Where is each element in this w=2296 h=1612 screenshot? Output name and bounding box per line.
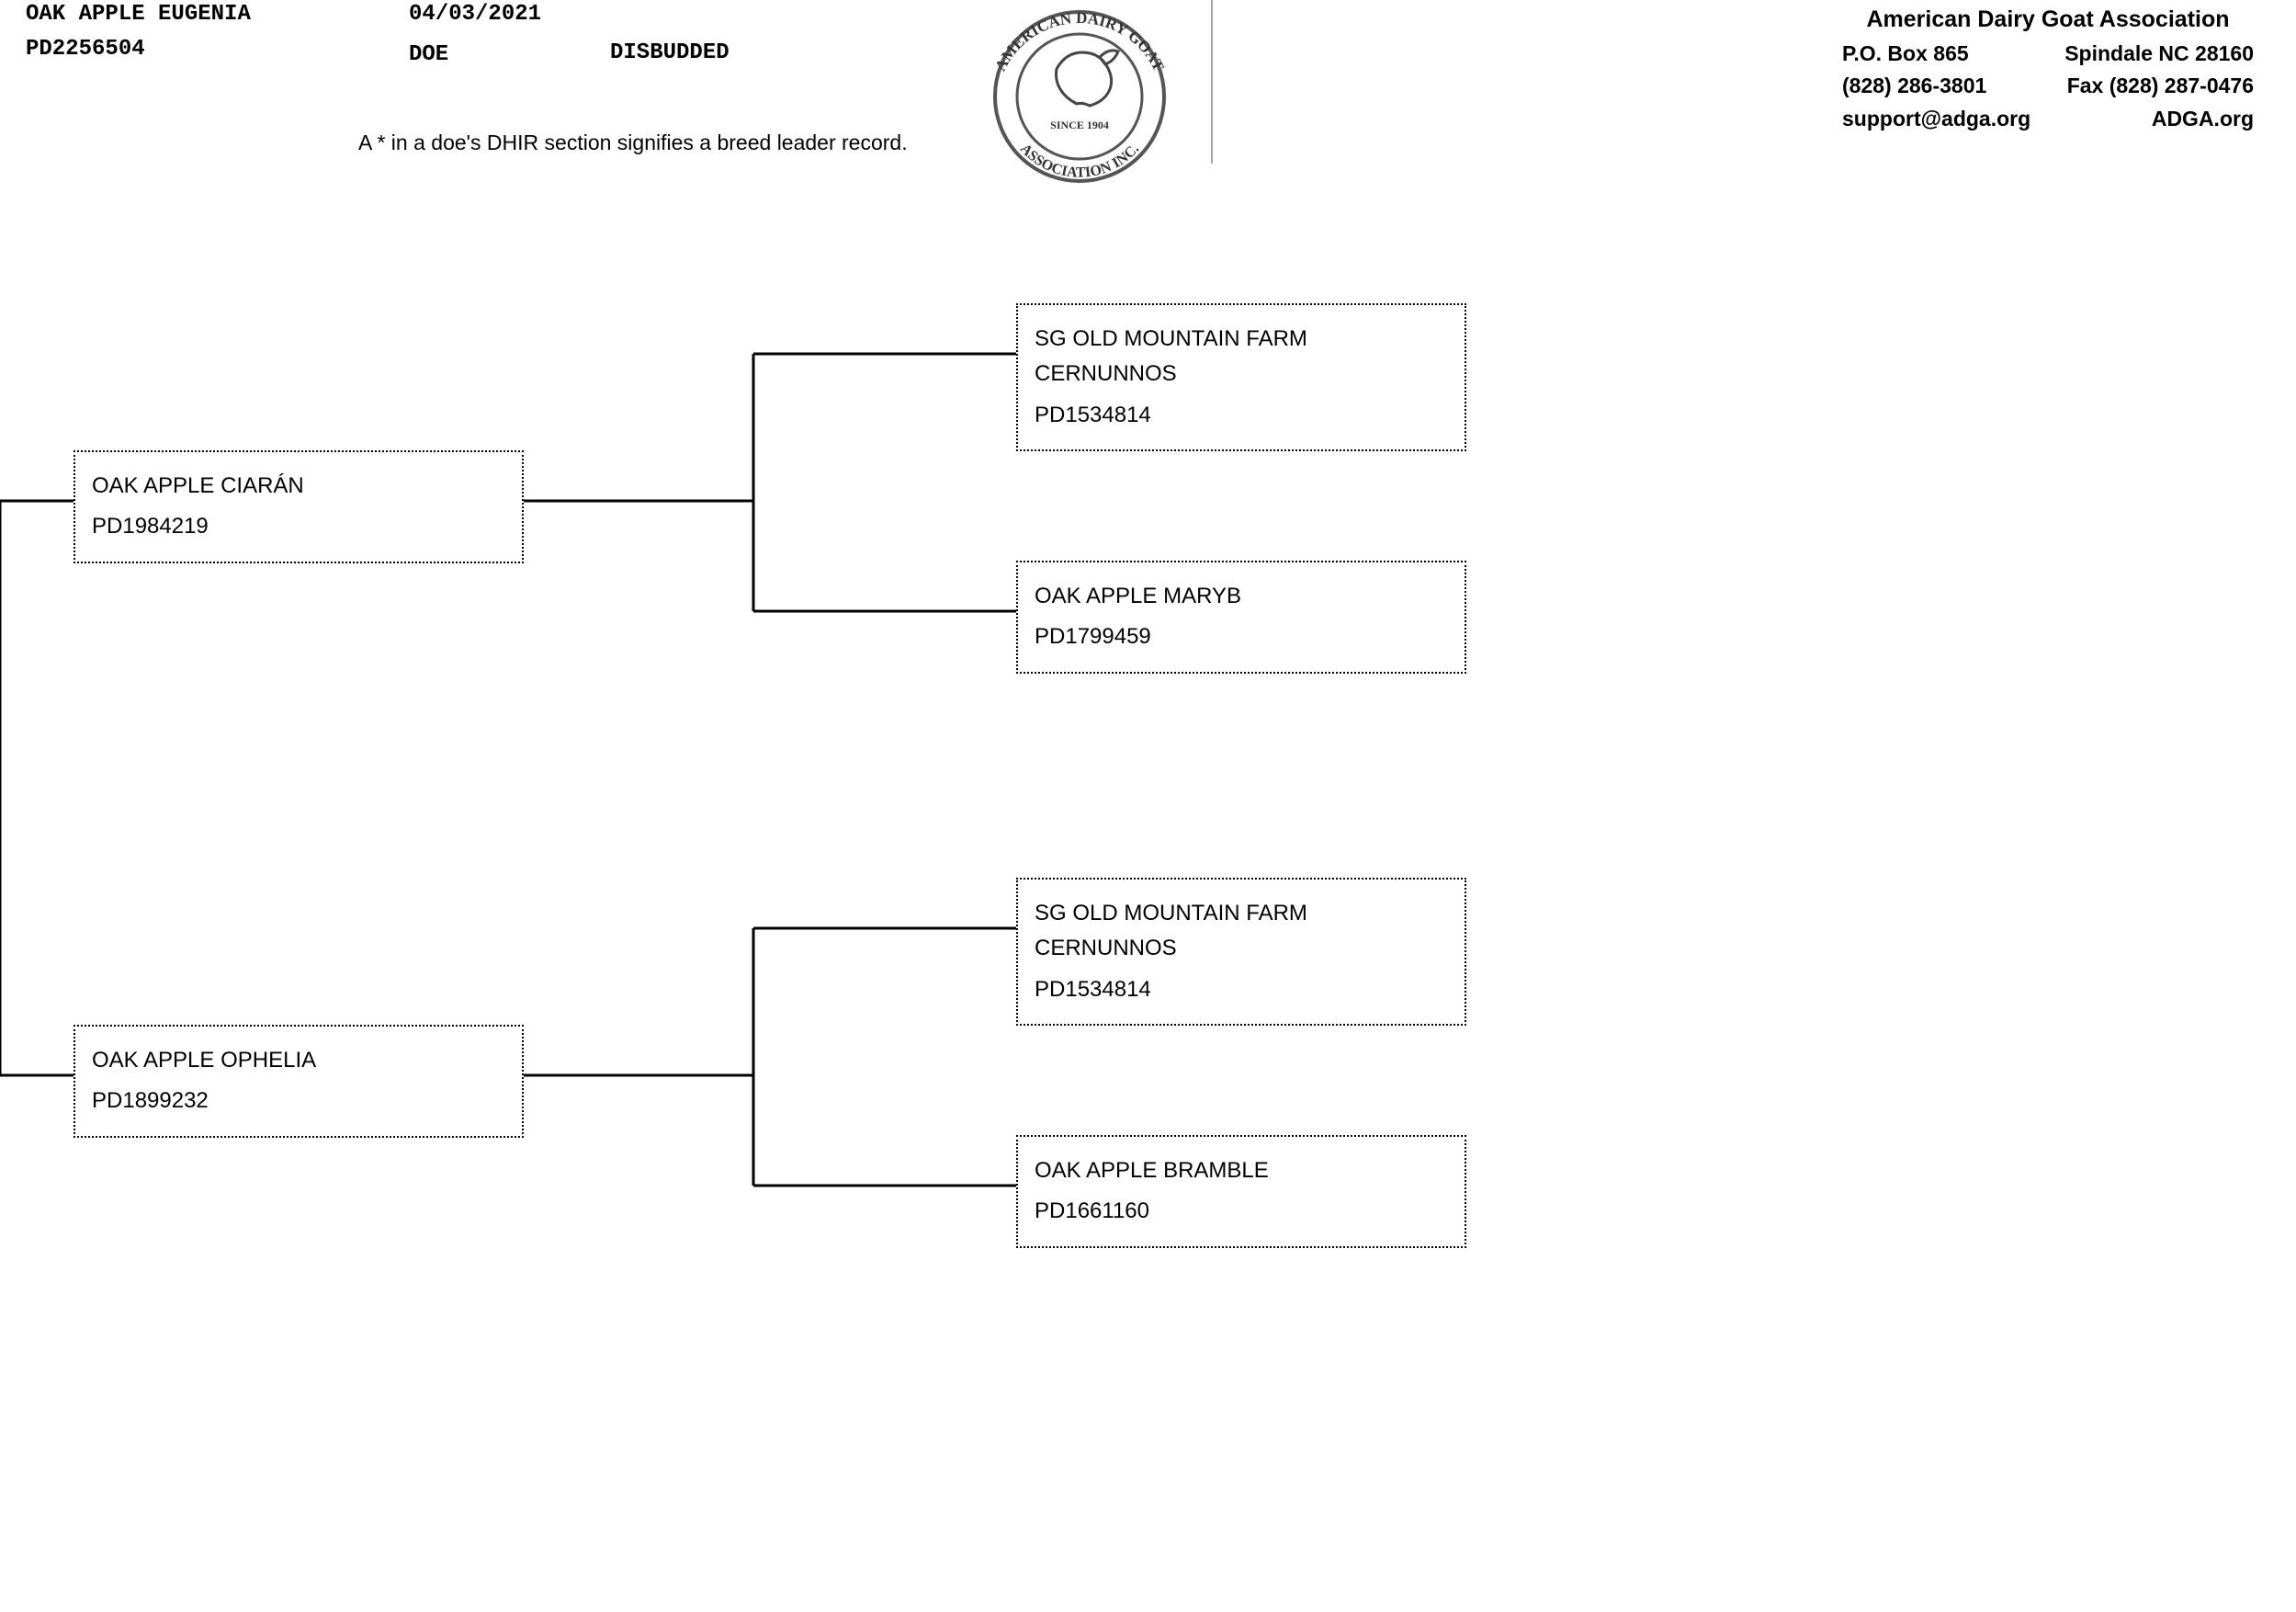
pedigree-node-id: PD1534814 <box>1035 398 1448 433</box>
pedigree-node-id: PD1534814 <box>1035 972 1448 1007</box>
pedigree-node-name: OAK APPLE CIARÁN <box>92 469 505 504</box>
org-phone: (828) 286-3801 <box>1842 70 1986 103</box>
pedigree-node-id: PD1899232 <box>92 1084 505 1118</box>
pedigree-node-gen2: OAK APPLE MARYB PD1799459 <box>1016 561 1466 674</box>
org-fax: Fax (828) 287-0476 <box>2067 70 2254 103</box>
pedigree-node-id: PD1799459 <box>1035 619 1448 654</box>
org-contact-block: American Dairy Goat Association P.O. Box… <box>1837 2 2259 136</box>
animal-name: OAK APPLE EUGENIA <box>26 2 251 27</box>
animal-dob: 04/03/2021 <box>409 2 541 27</box>
pedigree-tree: OAK APPLE CIARÁN PD1984219 OAK APPLE OPHEL… <box>0 303 2296 1581</box>
pedigree-node-name: SG OLD MOUNTAIN FARM CERNUNNOS <box>1035 896 1448 967</box>
svg-text:SINCE 1904: SINCE 1904 <box>1050 119 1109 131</box>
adga-logo: AMERICAN DAIRY GOAT ASSOCIATION INC. SIN… <box>969 0 1190 184</box>
header-divider <box>1211 0 1213 164</box>
pedigree-node-name: OAK APPLE OPHELIA <box>92 1043 505 1078</box>
pedigree-node-gen1: OAK APPLE OPHELIA PD1899232 <box>74 1025 524 1138</box>
animal-id: PD2256504 <box>26 37 145 62</box>
pedigree-node-name: OAK APPLE BRAMBLE <box>1035 1153 1448 1188</box>
pedigree-node-gen1: OAK APPLE CIARÁN PD1984219 <box>74 450 524 563</box>
dhir-footnote: A * in a doe's DHIR section signifies a … <box>358 131 908 155</box>
org-city: Spindale NC 28160 <box>2064 38 2254 71</box>
animal-sex: DOE <box>409 42 448 67</box>
org-po: P.O. Box 865 <box>1842 38 1969 71</box>
org-email: support@adga.org <box>1842 103 2030 136</box>
pedigree-node-name: SG OLD MOUNTAIN FARM CERNUNNOS <box>1035 322 1448 392</box>
org-title: American Dairy Goat Association <box>1837 2 2259 38</box>
pedigree-node-gen2: SG OLD MOUNTAIN FARM CERNUNNOS PD1534814 <box>1016 878 1466 1026</box>
animal-horn: DISBUDDED <box>610 40 730 65</box>
pedigree-node-id: PD1984219 <box>92 509 505 544</box>
org-site: ADGA.org <box>2152 103 2254 136</box>
pedigree-node-id: PD1661160 <box>1035 1194 1448 1229</box>
pedigree-node-name: OAK APPLE MARYB <box>1035 579 1448 614</box>
pedigree-node-gen2: OAK APPLE BRAMBLE PD1661160 <box>1016 1135 1466 1248</box>
pedigree-node-gen2: SG OLD MOUNTAIN FARM CERNUNNOS PD1534814 <box>1016 303 1466 451</box>
